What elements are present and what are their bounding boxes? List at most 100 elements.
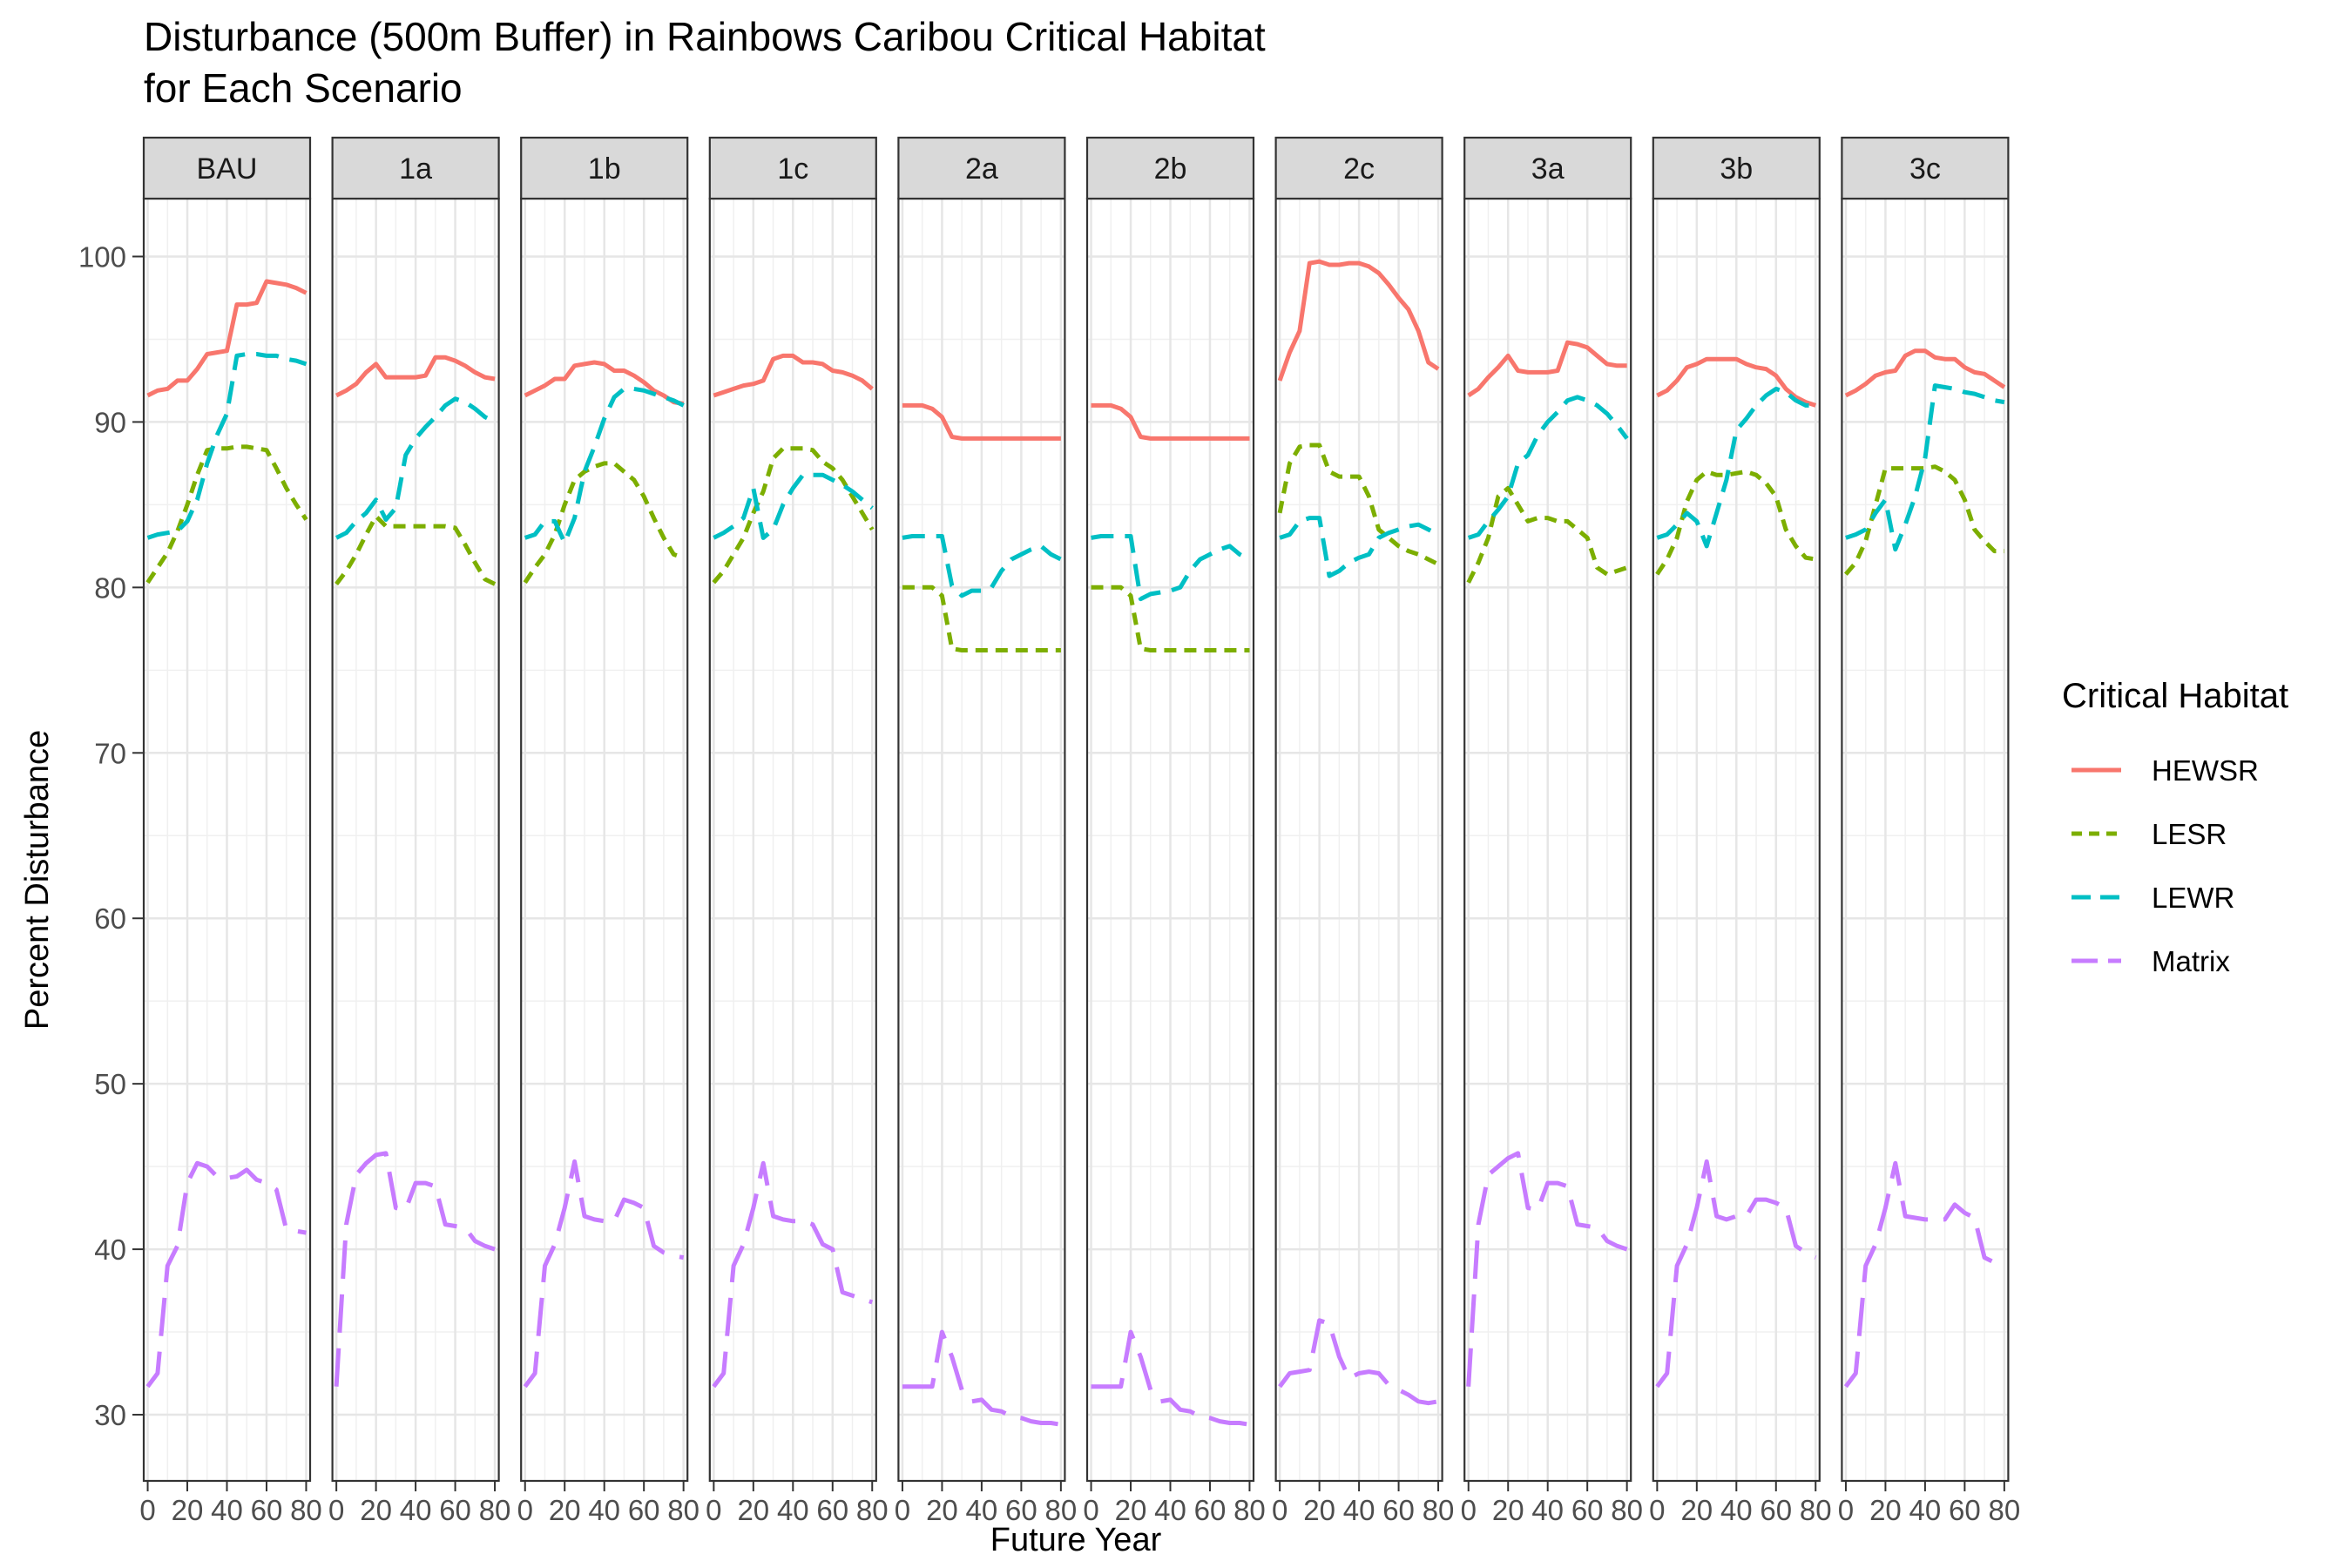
- chart-title: Disturbance (500m Buffer) in Rainbows Ca…: [144, 14, 1266, 59]
- x-tick-label: 60: [1949, 1494, 1981, 1526]
- facet-panel-2a: 2a 0 20 40 60 80: [895, 136, 1077, 1526]
- series-line-lesr: [145, 444, 308, 585]
- x-tick-label: 0: [1272, 1494, 1288, 1526]
- x-axis-title: Future Year: [990, 1522, 1162, 1558]
- series-line-matrix: [1278, 1318, 1439, 1406]
- x-tick-label: 20: [1303, 1494, 1335, 1526]
- legend: Critical Habitat HEWSR LESR LEWR Matrix: [2062, 677, 2288, 977]
- series-line-matrix: [902, 1329, 1062, 1427]
- facet-strip: [520, 136, 689, 200]
- facet-strip: [1652, 136, 1821, 200]
- x-tick-label: 80: [667, 1494, 700, 1526]
- chart-subtitle: for Each Scenario: [144, 65, 463, 111]
- x-tick-label: 80: [290, 1494, 322, 1526]
- x-tick-label: 80: [1233, 1494, 1266, 1526]
- x-tick-label: 40: [1531, 1494, 1564, 1526]
- series-line-hewsr: [1467, 340, 1627, 398]
- series-line-lewr: [1467, 395, 1629, 540]
- x-tick-label: 40: [1720, 1494, 1753, 1526]
- series-line-lesr: [902, 585, 1061, 652]
- x-tick-label: 80: [1988, 1494, 2020, 1526]
- y-tick-label: 60: [94, 902, 126, 935]
- x-tick-label: 20: [1115, 1494, 1147, 1526]
- series-line-hewsr: [1277, 259, 1440, 382]
- y-axis: 30 40 50 60 70 80 90 100: [78, 240, 144, 1431]
- facet-panel-1a: 1a 0 20 40 60 80: [328, 136, 510, 1526]
- series-line-lewr: [524, 386, 685, 545]
- y-tick-label: 90: [94, 406, 126, 438]
- x-tick-label: 20: [926, 1494, 958, 1526]
- x-tick-label: 60: [1005, 1494, 1037, 1526]
- series-line-matrix: [1655, 1159, 1817, 1389]
- x-tick-label: 60: [251, 1494, 283, 1526]
- x-tick-label: 80: [856, 1494, 889, 1526]
- x-tick-label: 80: [1800, 1494, 1832, 1526]
- x-tick-label: 80: [1044, 1494, 1077, 1526]
- x-tick-label: 20: [360, 1494, 392, 1526]
- x-tick-label: 40: [1909, 1494, 1942, 1526]
- series-line-hewsr: [1656, 356, 1817, 408]
- x-tick-label: 20: [549, 1494, 581, 1526]
- legend-label-lewr: LEWR: [2152, 882, 2234, 914]
- series-line-lewr: [1279, 516, 1440, 578]
- x-tick-label: 20: [737, 1494, 769, 1526]
- series-line-hewsr: [902, 402, 1061, 441]
- x-tick-label: 0: [1461, 1494, 1477, 1526]
- x-tick-label: 40: [1343, 1494, 1375, 1526]
- x-tick-label: 60: [1760, 1494, 1792, 1526]
- y-tick-label: 80: [94, 571, 126, 604]
- facet-panel-2b: 2b 0 20 40 60 80: [1083, 136, 1266, 1526]
- facet-strip: [142, 136, 312, 200]
- facet-strip-label: 2c: [1343, 152, 1375, 186]
- facet-strip-label: 1a: [399, 152, 432, 186]
- facet-strip-label: 1b: [588, 152, 621, 186]
- x-tick-label: 60: [1194, 1494, 1227, 1526]
- facet-strip: [708, 136, 877, 200]
- series-line-hewsr: [335, 355, 496, 398]
- series-line-lesr: [1466, 485, 1628, 584]
- x-tick-label: 20: [172, 1494, 204, 1526]
- facet-strip: [1085, 136, 1255, 200]
- series-line-lewr: [335, 396, 497, 540]
- facet-strip: [1841, 136, 2010, 200]
- series-line-matrix: [145, 1160, 307, 1389]
- x-tick-label: 40: [1154, 1494, 1186, 1526]
- x-tick-label: 60: [628, 1494, 660, 1526]
- x-tick-label: 60: [1571, 1494, 1604, 1526]
- facet-strip: [1274, 136, 1443, 200]
- legend-label-matrix: Matrix: [2152, 945, 2230, 977]
- series-line-lewr: [1091, 534, 1251, 602]
- x-tick-label: 40: [400, 1494, 432, 1526]
- facet-strip-label: 3c: [1909, 152, 1941, 186]
- facet-strip-label: BAU: [197, 152, 258, 186]
- legend-title: Critical Habitat: [2062, 677, 2288, 715]
- x-tick-label: 40: [777, 1494, 809, 1526]
- facet-panel-1c: 1c 0 20 40 60 80: [706, 136, 889, 1526]
- series-line-lesr: [1091, 585, 1250, 652]
- y-tick-label: 100: [78, 240, 126, 273]
- x-tick-label: 40: [966, 1494, 998, 1526]
- facet-panel-2c: 2c 0 20 40 60 80: [1272, 136, 1454, 1526]
- facet-strip-label: 2b: [1154, 152, 1187, 186]
- x-tick-label: 0: [139, 1494, 155, 1526]
- x-tick-label: 60: [816, 1494, 848, 1526]
- facet-panel-bau: BAU 0 20 40 60 80: [139, 136, 322, 1526]
- facet-strip-label: 3b: [1720, 152, 1753, 186]
- x-tick-label: 0: [706, 1494, 721, 1526]
- facet-strip-label: 2a: [965, 152, 998, 186]
- series-line-hewsr: [524, 360, 685, 406]
- x-tick-label: 20: [1680, 1494, 1713, 1526]
- x-tick-label: 60: [1382, 1494, 1415, 1526]
- facet-panel-3c: 3c 0 20 40 60 80: [1838, 136, 2020, 1526]
- series-line-lesr: [335, 514, 497, 586]
- facet-strip-label: 1c: [777, 152, 808, 186]
- x-tick-label: 0: [895, 1494, 910, 1526]
- legend-label-hewsr: HEWSR: [2152, 754, 2259, 787]
- series-line-lesr: [1277, 443, 1440, 567]
- x-tick-label: 0: [517, 1494, 533, 1526]
- series-line-hewsr: [1091, 402, 1250, 441]
- x-tick-label: 0: [328, 1494, 344, 1526]
- series-line-hewsr: [1844, 348, 2006, 398]
- facet-strip-label: 3a: [1531, 152, 1565, 186]
- y-tick-label: 50: [94, 1068, 126, 1100]
